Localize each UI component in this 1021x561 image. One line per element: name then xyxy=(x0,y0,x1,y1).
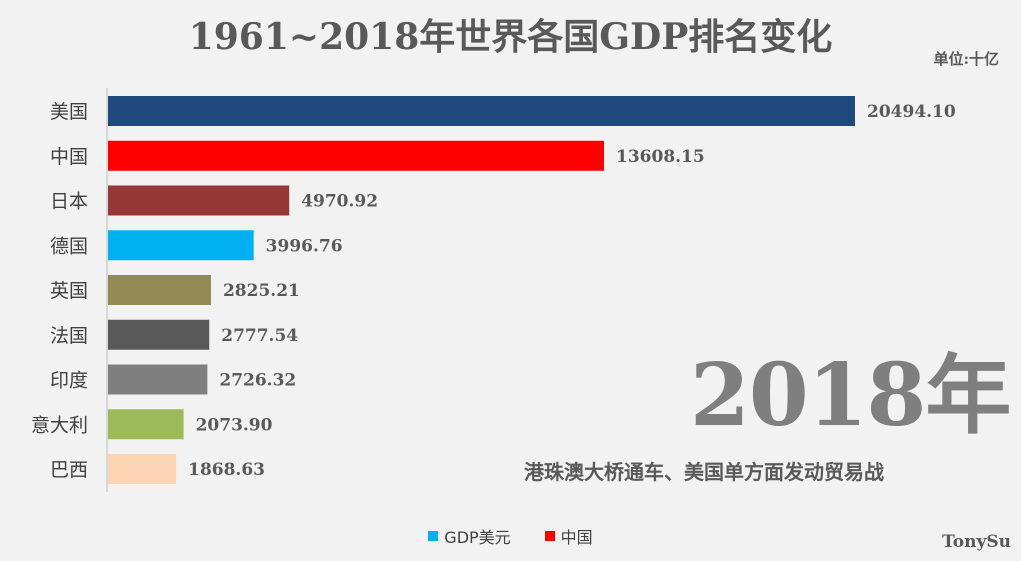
data-label: 1868.63 xyxy=(188,460,265,480)
bar xyxy=(108,140,605,171)
data-label: 4970.92 xyxy=(301,192,378,212)
year-label: 2018年 xyxy=(690,345,1011,446)
event-caption: 港珠澳大桥通车、美国单方面发动贸易战 xyxy=(524,460,884,484)
legend-swatch-china xyxy=(544,531,555,541)
data-label: 13608.15 xyxy=(616,147,705,167)
category-label: 美国 xyxy=(50,101,88,123)
category-label: 巴西 xyxy=(50,459,88,481)
data-label: 2073.90 xyxy=(196,415,273,435)
bar xyxy=(108,230,254,261)
category-label: 日本 xyxy=(50,191,88,213)
data-label: 2777.54 xyxy=(221,326,298,346)
category-label: 意大利 xyxy=(31,414,88,436)
bar xyxy=(108,185,290,216)
data-label: 3996.76 xyxy=(266,236,343,256)
data-label: 2825.21 xyxy=(223,281,300,301)
bar xyxy=(108,275,211,305)
data-label: 20494.10 xyxy=(867,102,956,122)
legend-swatch-gdp xyxy=(428,531,439,541)
legend-item-china: 中国 xyxy=(544,524,593,548)
data-label: 2726.32 xyxy=(219,371,296,391)
bar xyxy=(108,364,208,395)
chart-title: 1961~2018年世界各国GDP排名变化 xyxy=(188,16,833,58)
legend-label-gdp: GDP美元 xyxy=(444,528,511,547)
author-credit: TonySu xyxy=(942,532,1011,552)
legend-item-gdp: GDP美元 xyxy=(428,524,511,548)
category-label: 印度 xyxy=(50,370,88,392)
bar xyxy=(108,96,855,126)
category-label: 英国 xyxy=(50,280,88,302)
legend-label-china: 中国 xyxy=(560,528,593,547)
bar xyxy=(108,454,177,484)
legend: GDP美元 中国 xyxy=(0,524,1021,548)
category-label: 中国 xyxy=(50,146,88,168)
category-label: 法国 xyxy=(50,325,88,347)
unit-label: 单位:十亿 xyxy=(933,50,999,68)
category-label: 德国 xyxy=(50,235,88,257)
bar xyxy=(108,319,210,350)
bar xyxy=(108,409,184,440)
